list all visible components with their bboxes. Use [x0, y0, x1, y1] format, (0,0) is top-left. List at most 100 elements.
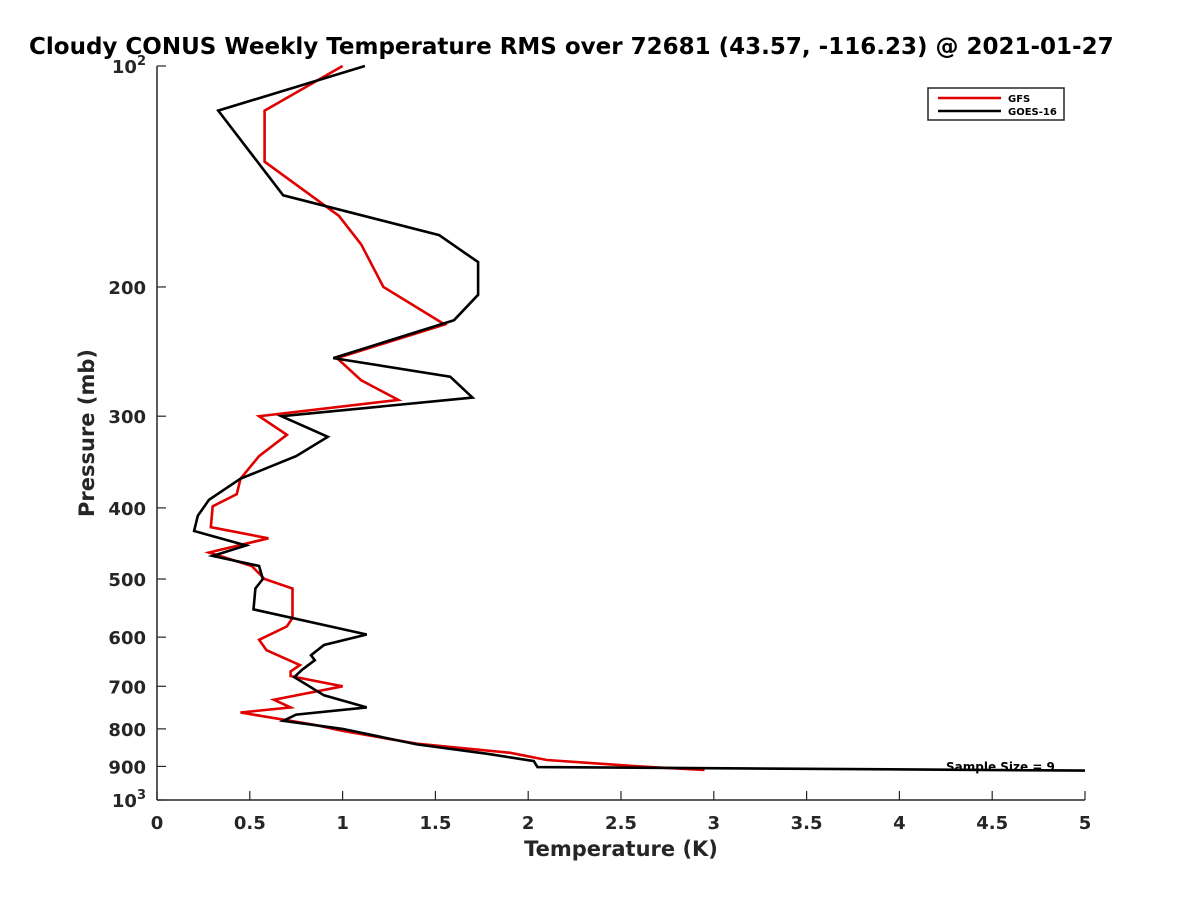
x-tick-label: 3.5	[791, 813, 823, 834]
data-point-goes-16	[310, 654, 312, 656]
data-point-goes-16	[245, 545, 247, 547]
y-tick-label: 300	[108, 407, 146, 428]
data-point-gfs	[360, 380, 362, 382]
x-tick-label: 0	[151, 813, 164, 834]
y-tick-label: 700	[108, 677, 146, 698]
y-tick-label: 800	[108, 720, 146, 741]
data-point-gfs	[292, 588, 294, 590]
data-point-goes-16	[281, 415, 283, 417]
data-point-gfs	[338, 215, 340, 217]
data-point-goes-16	[342, 728, 344, 730]
x-tick-label: 4	[893, 813, 906, 834]
data-point-gfs	[342, 686, 344, 688]
data-point-goes-16	[366, 634, 368, 636]
data-point-goes-16	[197, 515, 199, 517]
data-point-goes-16	[282, 720, 284, 722]
data-point-gfs	[210, 526, 212, 528]
series-line-goes-16	[192, 64, 1086, 772]
legend-label: GFS	[1008, 94, 1030, 105]
y-tick-base: 10	[112, 57, 137, 78]
data-point-goes-16	[208, 499, 210, 501]
data-point-goes-16	[472, 397, 474, 399]
data-point-goes-16	[301, 669, 303, 671]
data-point-goes-16	[323, 695, 325, 697]
data-point-goes-16	[294, 676, 296, 678]
data-point-goes-16	[323, 644, 325, 646]
data-point-gfs	[290, 707, 292, 709]
y-tick-label: 200	[108, 278, 146, 299]
y-tick-base: 10	[112, 791, 137, 812]
data-point-goes-16	[438, 234, 440, 236]
data-point-gfs	[286, 626, 288, 628]
legend: GFS GOES-16	[927, 87, 1065, 121]
x-tick-label: 3	[708, 813, 721, 834]
data-point-gfs	[286, 434, 288, 436]
data-point-gfs	[266, 649, 268, 651]
data-point-goes-16	[327, 436, 329, 438]
y-axis-label: Pressure (mb)	[75, 349, 99, 517]
data-point-goes-16	[533, 760, 535, 762]
data-point-goes-16	[193, 530, 195, 532]
y-tick-label: 500	[108, 570, 146, 591]
legend-label: GOES-16	[1008, 107, 1057, 118]
data-point-goes-16	[453, 319, 455, 321]
data-point-goes-16	[366, 707, 368, 709]
data-point-goes-16	[212, 555, 214, 557]
data-point-goes-16	[258, 565, 260, 567]
x-tick-label: 5	[1079, 813, 1092, 834]
data-point-gfs	[212, 506, 214, 508]
x-tick-label: 1	[336, 813, 349, 834]
data-point-gfs	[258, 639, 260, 641]
data-point-goes-16	[487, 753, 489, 755]
data-point-goes-16	[295, 455, 297, 457]
data-point-goes-16	[416, 744, 418, 746]
data-point-goes-16	[333, 357, 335, 359]
legend-box	[927, 87, 1065, 121]
x-tick-label: 1.5	[419, 813, 451, 834]
data-point-gfs	[236, 493, 238, 495]
y-tick-label: 103	[112, 788, 146, 812]
series-lines	[192, 64, 1086, 772]
data-point-gfs	[240, 712, 242, 714]
data-point-goes-16	[1084, 770, 1086, 772]
y-tick-label: 400	[108, 499, 146, 520]
data-point-gfs	[208, 552, 210, 554]
data-point-goes-16	[449, 376, 451, 378]
data-point-gfs	[290, 675, 292, 677]
sample-size-annotation: Sample Size = 9	[946, 760, 1055, 774]
chart-title: Cloudy CONUS Weekly Temperature RMS over…	[29, 34, 1114, 60]
data-point-gfs	[264, 161, 266, 163]
data-point-goes-16	[217, 110, 219, 112]
y-tick-exponent: 2	[137, 54, 146, 69]
data-point-goes-16	[364, 65, 366, 67]
data-point-gfs	[268, 538, 270, 540]
data-point-gfs	[258, 415, 260, 417]
data-point-goes-16	[537, 766, 539, 768]
data-point-gfs	[299, 664, 301, 666]
data-point-gfs	[360, 244, 362, 246]
data-point-gfs	[398, 399, 400, 401]
data-point-goes-16	[314, 659, 316, 661]
data-point-goes-16	[240, 478, 242, 480]
data-point-gfs	[264, 110, 266, 112]
plot-axes: 0 0.5 1 1.5 2 2.5 3 3.5 4 4.5 51022003004005006007…	[108, 54, 1091, 834]
data-point-goes-16	[477, 294, 479, 296]
x-axis-label: Temperature (K)	[524, 837, 718, 861]
data-point-goes-16	[295, 714, 297, 716]
x-tick-label: 0.5	[234, 813, 266, 834]
y-tick-label: 900	[108, 757, 146, 778]
data-point-goes-16	[255, 588, 257, 590]
data-point-goes-16	[282, 195, 284, 197]
y-tick-label: 102	[112, 54, 146, 78]
x-tick-label: 4.5	[976, 813, 1008, 834]
data-point-goes-16	[262, 578, 264, 580]
data-point-gfs	[383, 286, 385, 288]
data-point-gfs	[290, 671, 292, 673]
x-tick-label: 2	[522, 813, 535, 834]
data-point-gfs	[546, 759, 548, 761]
data-point-gfs	[273, 699, 275, 701]
data-point-gfs	[258, 455, 260, 457]
data-point-gfs	[509, 752, 511, 754]
data-point-gfs	[342, 65, 344, 67]
